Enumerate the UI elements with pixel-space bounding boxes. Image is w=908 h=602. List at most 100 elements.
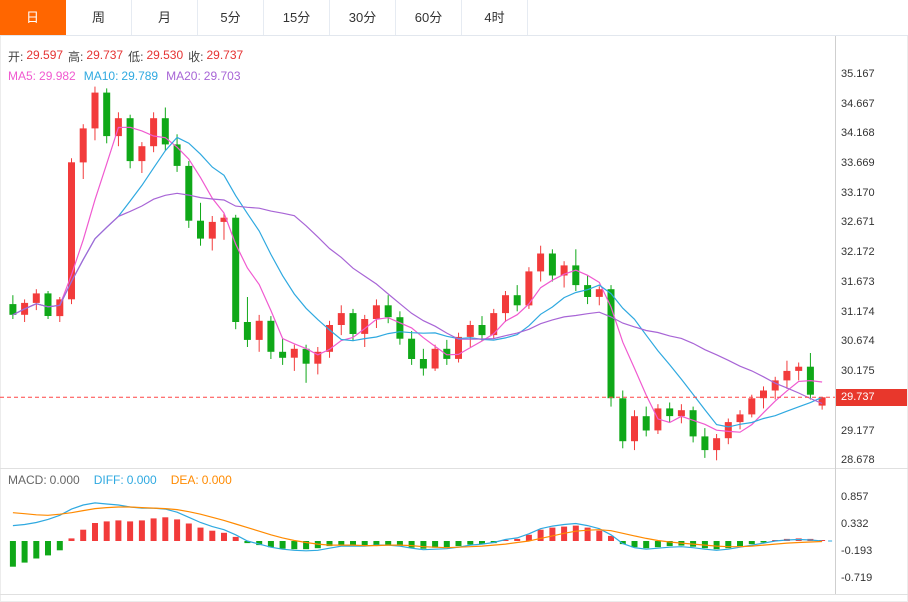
- macd-bar-down: [56, 541, 63, 551]
- candle-up: [783, 370, 791, 381]
- candle-up: [760, 390, 767, 399]
- diff-line: [12, 502, 823, 552]
- ma10-value: 29.789: [121, 69, 159, 83]
- macd-bar-up: [174, 519, 181, 541]
- candle-up: [79, 128, 87, 163]
- macd-bar-up: [502, 540, 509, 541]
- macd-bar-up: [185, 523, 192, 541]
- macd-bar-down: [725, 541, 732, 549]
- candle-up: [337, 313, 345, 325]
- ma5-value: 29.982: [39, 69, 76, 83]
- high-label: 高:: [68, 50, 84, 64]
- price-tick-label: 31.673: [841, 276, 875, 288]
- candle-up: [314, 351, 322, 364]
- diff-value: 0.000: [126, 473, 157, 487]
- macd-bar-down: [737, 541, 743, 547]
- macd-tick-label: -0.193: [841, 545, 873, 557]
- close-value: 29.737: [206, 48, 244, 62]
- candle-up: [91, 92, 99, 129]
- candle-down: [396, 317, 404, 339]
- tab-15min[interactable]: 15分: [264, 0, 330, 35]
- price-tick-label: 34.667: [841, 98, 875, 110]
- price-tick-label: 30.175: [841, 365, 875, 377]
- macd-bar-down: [385, 541, 392, 546]
- tab-4hour[interactable]: 4时: [462, 0, 528, 35]
- candle-down: [161, 118, 169, 145]
- candle-down: [689, 410, 697, 437]
- macd-bar-up: [127, 521, 134, 541]
- macd-bar-down: [338, 541, 345, 545]
- tab-5min[interactable]: 5分: [198, 0, 264, 35]
- macd-bar-down: [760, 541, 767, 543]
- macd-bar-up: [232, 536, 239, 541]
- ohlc-readout: 开: 29.597 高: 29.737 低: 29.530 收: 29.737: [8, 48, 243, 65]
- macd-bar-up: [197, 527, 204, 541]
- macd-bar-down: [654, 541, 661, 548]
- macd-bar-up: [80, 529, 87, 541]
- price-tick-label: 34.168: [841, 127, 875, 139]
- candle-down: [197, 220, 204, 239]
- macd-tick-label: 0.857: [841, 491, 869, 503]
- ma-readout: MA5: 29.982 MA10: 29.789 MA20: 29.703: [8, 69, 241, 83]
- candle-up: [372, 305, 380, 319]
- tab-day[interactable]: 日: [0, 0, 66, 35]
- macd-chart[interactable]: [0, 488, 835, 594]
- price-tick-label: 32.172: [841, 246, 875, 258]
- candle-up: [490, 313, 498, 336]
- price-tick-label: 29.177: [841, 425, 875, 437]
- macd-bar-up: [596, 530, 603, 541]
- candle-up: [795, 366, 803, 371]
- macd-bar-up: [572, 525, 579, 541]
- tab-week[interactable]: 周: [66, 0, 132, 35]
- macd-bar-down: [432, 541, 439, 548]
- candle-down: [584, 285, 592, 297]
- close-label: 收:: [188, 50, 204, 64]
- macd-bar-up: [150, 518, 157, 541]
- macd-bar-down: [361, 541, 368, 546]
- candle-down: [419, 359, 427, 369]
- macd-bar-down: [350, 541, 356, 546]
- candle-up: [713, 438, 721, 451]
- candle-down: [548, 253, 556, 276]
- macd-bar-down: [373, 541, 380, 546]
- macd-bar-down: [643, 541, 650, 549]
- macd-bar-up: [221, 532, 227, 541]
- macd-bar-up: [537, 529, 544, 541]
- macd-bar-down: [33, 541, 40, 559]
- macd-bar-down: [631, 541, 638, 548]
- macd-tick-label: -0.719: [841, 572, 873, 584]
- macd-bar-down: [267, 541, 274, 548]
- interval-tabs: 日周月 5分 15分 30分 60分 4时: [0, 0, 908, 36]
- candle-up: [56, 299, 64, 317]
- open-value: 29.597: [26, 48, 64, 62]
- macd-bar-down: [303, 541, 310, 550]
- candle-down: [126, 118, 134, 162]
- macd-bar-up: [162, 517, 169, 541]
- dea-label: DEA:: [170, 473, 199, 487]
- candle-up: [208, 221, 216, 239]
- candle-down: [302, 348, 310, 364]
- ma20-line: [12, 192, 823, 405]
- price-tick-label: 33.669: [841, 157, 875, 169]
- ma5-line: [12, 126, 823, 433]
- candle-up: [466, 325, 474, 337]
- candle-up: [595, 289, 603, 297]
- macd-bar-down: [467, 541, 474, 545]
- macd-bar-down: [455, 541, 462, 547]
- macd-bar-down: [45, 541, 51, 556]
- candle-up: [560, 265, 568, 276]
- candlestick-chart[interactable]: [0, 36, 835, 468]
- tab-30min[interactable]: 30分: [330, 0, 396, 35]
- tab-month[interactable]: 月: [132, 0, 198, 35]
- y-axis-line: [835, 36, 836, 594]
- candle-down: [642, 416, 650, 431]
- candle-down: [443, 348, 451, 359]
- dea-line: [12, 506, 823, 549]
- candle-up: [631, 416, 638, 442]
- candle-down: [267, 320, 275, 352]
- tab-60min[interactable]: 60分: [396, 0, 462, 35]
- candle-up: [150, 118, 158, 147]
- candle-down: [44, 293, 52, 316]
- macd-bar-down: [21, 541, 28, 563]
- macd-bar-down: [479, 541, 485, 545]
